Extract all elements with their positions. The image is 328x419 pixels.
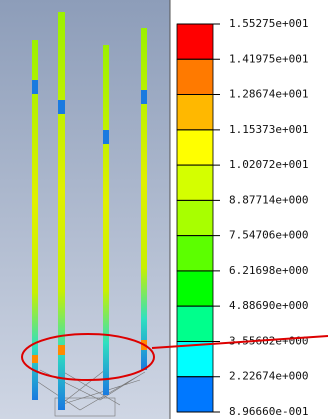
legend-swatch: [177, 95, 213, 130]
pole-segment: [32, 80, 38, 94]
legend-label: 7.54706e+000: [229, 229, 308, 242]
legend-swatch: [177, 271, 213, 306]
legend-label: 1.02072e+001: [229, 158, 308, 171]
legend-swatch: [177, 377, 213, 412]
legend-swatch: [177, 165, 213, 200]
legend-label: 1.41975e+001: [229, 52, 308, 65]
legend-swatch: [177, 306, 213, 341]
legend-swatch: [177, 59, 213, 94]
legend-label: 1.28674e+001: [229, 88, 308, 101]
screenshot: 1.55275e+001 1.41975e+001 1.28674e+001 1.15…: [0, 0, 328, 419]
pole-segment: [103, 130, 109, 144]
legend-swatch: [177, 130, 213, 165]
legend-swatch: [177, 236, 213, 271]
pole-segment: [32, 355, 38, 363]
pole: [141, 28, 147, 370]
legend-label: 8.96660e-001: [229, 405, 308, 418]
legend-label: 1.55275e+001: [229, 17, 308, 30]
legend-swatch: [177, 200, 213, 235]
pole-segment: [58, 100, 65, 114]
pole-segment: [141, 90, 147, 104]
legend-label: 2.22674e+000: [229, 370, 308, 383]
legend-swatch: [177, 24, 213, 59]
pole-segment: [58, 345, 65, 355]
legend-label: 4.88690e+000: [229, 299, 308, 312]
legend-label: 1.15373e+001: [229, 123, 308, 136]
pole: [103, 45, 109, 395]
legend-label: 8.87714e+000: [229, 193, 308, 206]
legend-label: 6.21698e+000: [229, 264, 308, 277]
